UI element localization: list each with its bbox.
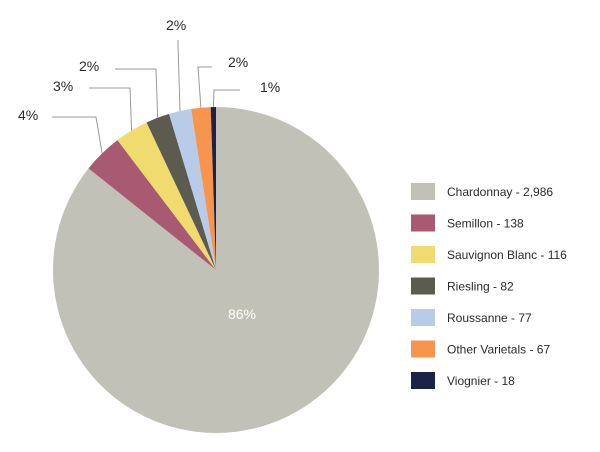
legend-label-viognier: Viognier - 18 bbox=[447, 374, 515, 388]
legend-label-sauvignon-blanc: Sauvignon Blanc - 116 bbox=[447, 248, 567, 262]
leader-line-sauvignon-blanc bbox=[89, 87, 133, 131]
legend-label-chardonnay: Chardonnay - 2,986 bbox=[447, 185, 553, 199]
pie-slices bbox=[53, 107, 379, 433]
leader-line-semillon bbox=[52, 116, 103, 154]
leader-lines bbox=[52, 40, 240, 154]
legend-swatch-riesling bbox=[411, 277, 435, 295]
legend-label-semillon: Semillon - 138 bbox=[447, 217, 524, 231]
leader-line-viognier bbox=[212, 89, 240, 108]
leader-line-riesling bbox=[115, 68, 159, 118]
slice-roussanne bbox=[169, 108, 216, 271]
legend-swatch-sauvignon-blanc bbox=[411, 246, 435, 263]
percent-label-sauvignon-blanc: 3% bbox=[53, 78, 73, 94]
legend-swatch-semillon bbox=[411, 214, 435, 232]
legend-swatch-roussanne bbox=[411, 309, 435, 326]
leader-line-roussanne bbox=[177, 40, 181, 112]
leader-line-other-varietals bbox=[197, 66, 212, 108]
legend-label-riesling: Riesling - 82 bbox=[447, 280, 514, 294]
legend-swatch-chardonnay bbox=[411, 183, 435, 200]
legend-label-roussanne: Roussanne - 77 bbox=[447, 311, 532, 325]
percent-label-riesling: 2% bbox=[79, 58, 99, 74]
slice-viognier bbox=[210, 107, 216, 270]
percent-label-other-varietals: 2% bbox=[228, 54, 248, 70]
legend-swatch-other-varietals bbox=[411, 340, 435, 358]
slice-riesling bbox=[146, 113, 216, 270]
percent-label-roussanne: 2% bbox=[166, 17, 186, 33]
slice-sauvignon-blanc bbox=[117, 122, 216, 270]
percent-label-viognier: 1% bbox=[260, 79, 280, 95]
slice-semillon bbox=[88, 140, 216, 270]
legend: Chardonnay - 2,986 Semillon - 138 Sauvigno… bbox=[411, 183, 567, 389]
percent-labels: 86% 4% 3% 2% 2% 2% 1% bbox=[18, 17, 280, 322]
slice-other-varietals bbox=[191, 107, 216, 270]
percent-label-semillon: 4% bbox=[18, 107, 38, 123]
legend-swatch-viognier bbox=[411, 372, 435, 389]
percent-label-chardonnay: 86% bbox=[228, 306, 256, 322]
legend-label-other-varietals: Other Varietals - 67 bbox=[447, 343, 550, 357]
